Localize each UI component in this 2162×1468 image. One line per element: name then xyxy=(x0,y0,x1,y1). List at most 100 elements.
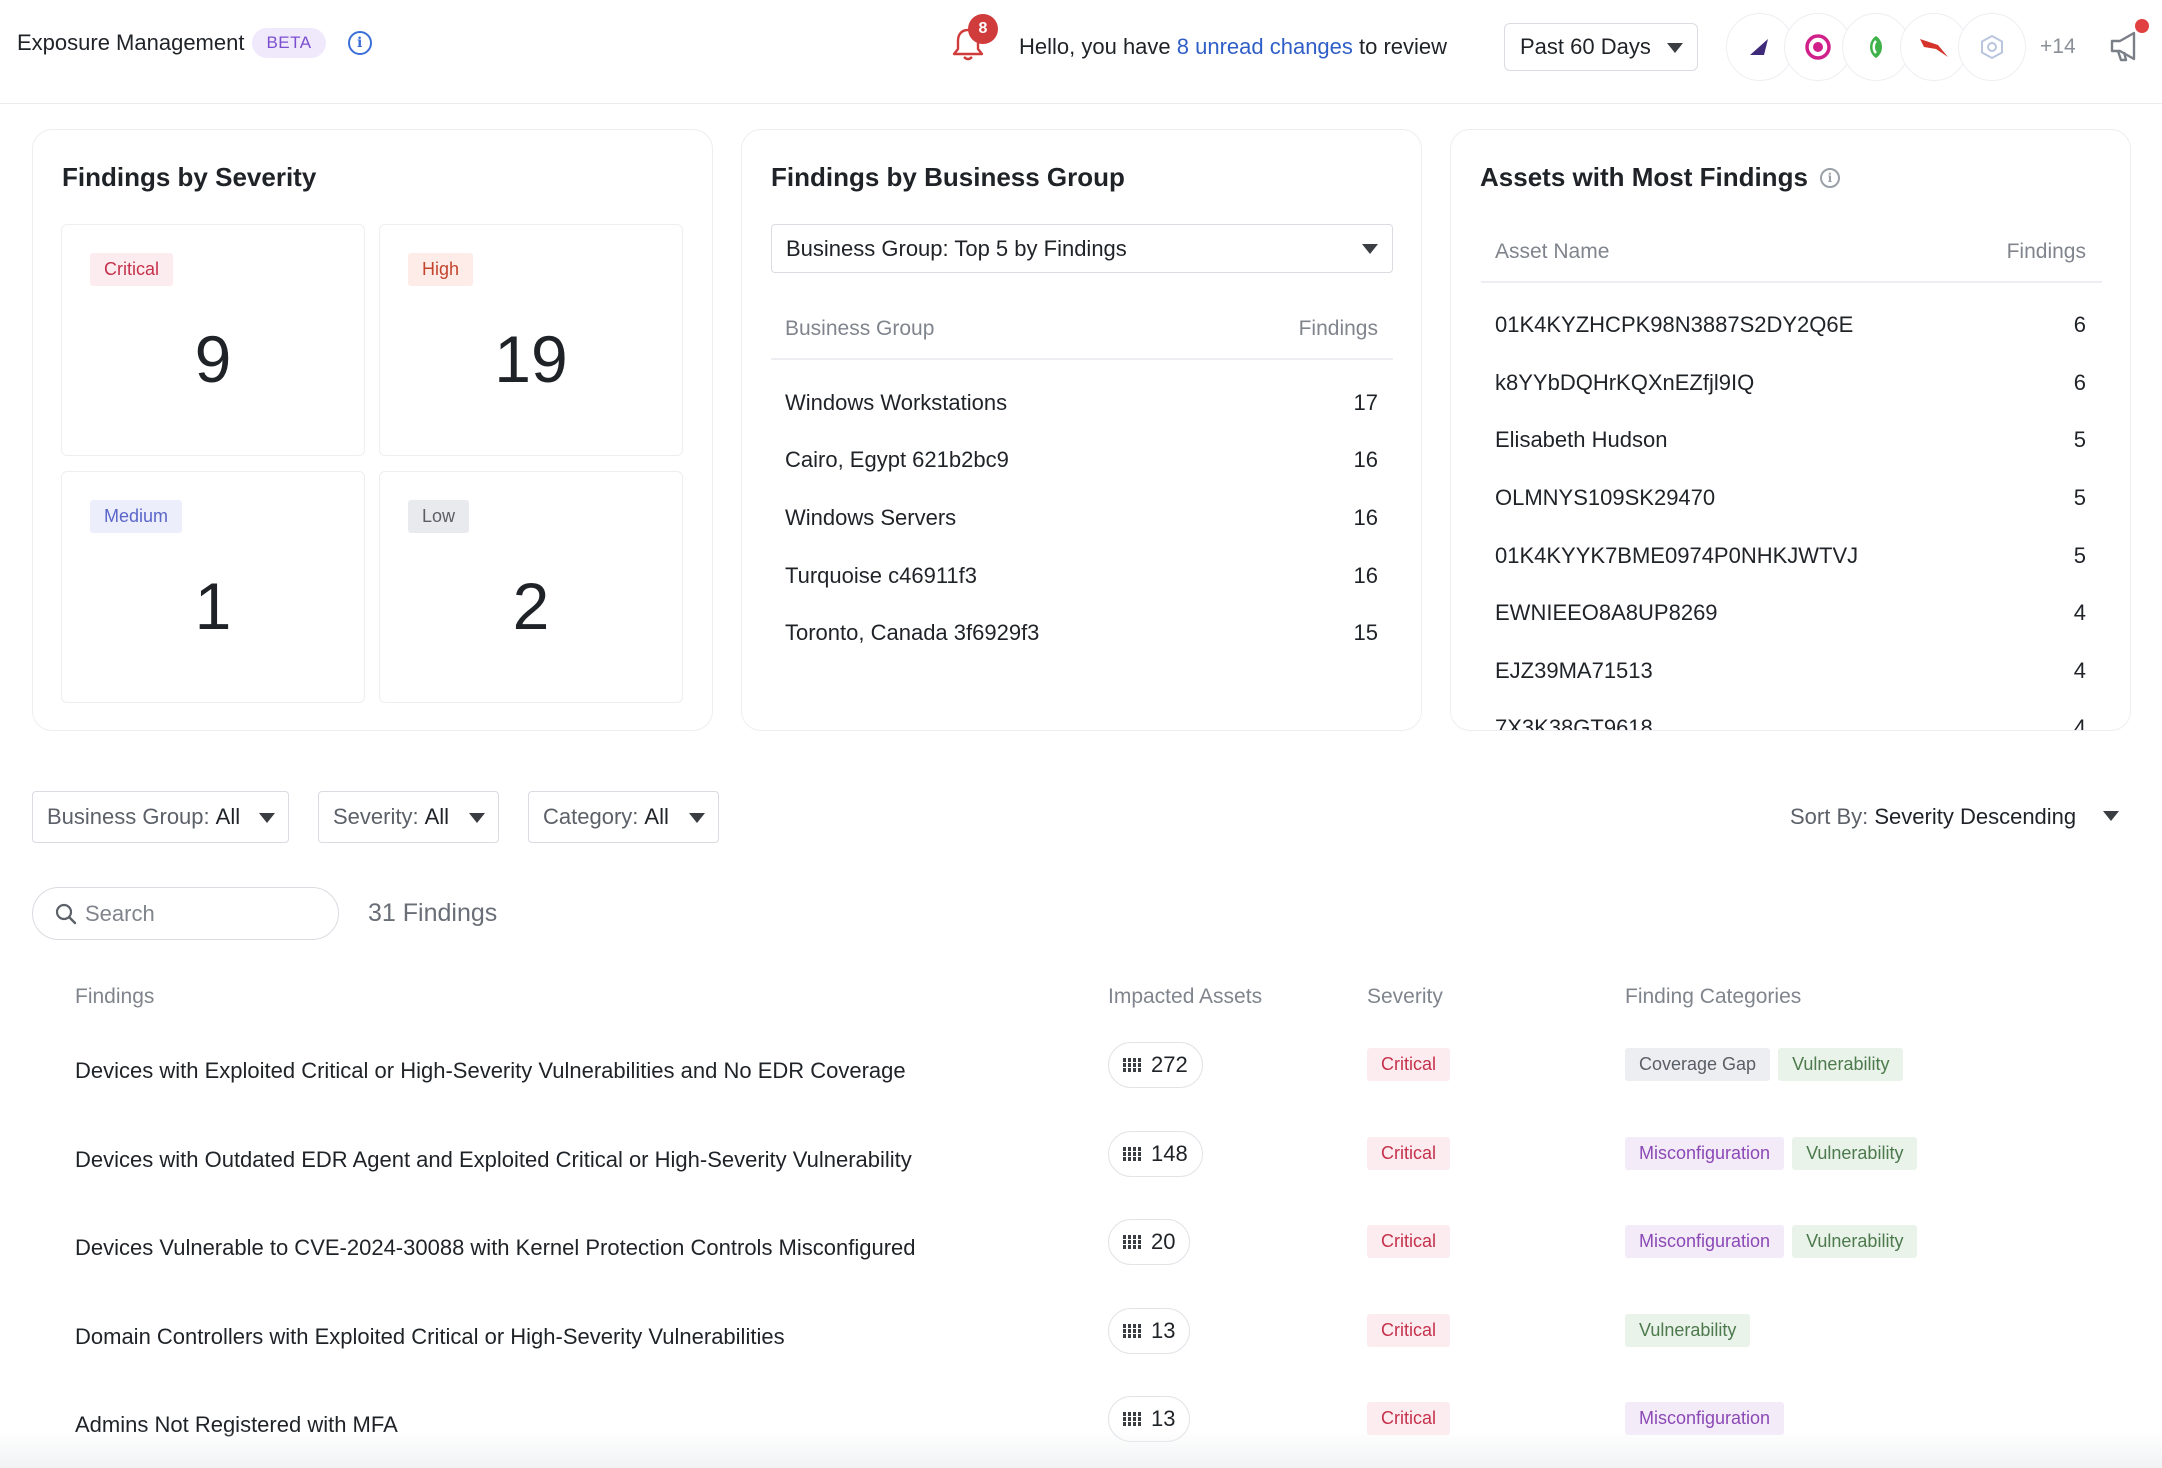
filter-key: Category: xyxy=(543,804,639,829)
table-row[interactable]: Devices with Exploited Critical or High-… xyxy=(0,1042,2162,1146)
category-badge: Misconfiguration xyxy=(1625,1402,1785,1435)
table-row[interactable]: Domain Controllers with Exploited Critic… xyxy=(0,1308,2162,1412)
greeting-suffix: to review xyxy=(1352,34,1448,59)
business-group-name[interactable]: Windows Workstations xyxy=(785,390,1008,415)
info-icon[interactable]: i xyxy=(1819,167,1840,188)
asset-name[interactable]: 01K4KYYK7BME0974P0NHKJWTVJ xyxy=(1495,543,1859,568)
divider xyxy=(771,358,1393,360)
category-badge: Misconfiguration xyxy=(1625,1225,1785,1258)
table-row[interactable]: Devices with Outdated EDR Agent and Expl… xyxy=(0,1131,2162,1235)
asset-count: 5 xyxy=(2073,543,2086,568)
business-group-count: 17 xyxy=(1353,390,1378,415)
finding-categories: Misconfiguration Vulnerability xyxy=(1625,1225,1918,1258)
brand: Exposure Management BETA i xyxy=(17,28,372,58)
severity-box-critical[interactable]: Critical 9 xyxy=(61,224,365,456)
asset-count: 4 xyxy=(2073,658,2086,683)
asset-name[interactable]: k8YYbDQHrKQXnEZfjl9IQ xyxy=(1495,370,1755,395)
category-filter[interactable]: Category: All xyxy=(528,791,719,843)
severity-tag-medium: Medium xyxy=(90,500,183,533)
asset-name[interactable]: 7X3K38GT9618 xyxy=(1495,715,1653,731)
sort-value: Severity Descending xyxy=(1874,804,2077,829)
impacted-assets-pill[interactable]: 20 xyxy=(1108,1219,1191,1265)
search-box[interactable] xyxy=(32,887,339,940)
category-badge: Vulnerability xyxy=(1792,1225,1918,1258)
chevron-down-icon xyxy=(2103,811,2119,821)
megaphone-icon[interactable] xyxy=(2108,28,2148,64)
grid-icon xyxy=(1123,1058,1141,1072)
business-group-name[interactable]: Toronto, Canada 3f6929f3 xyxy=(785,620,1040,645)
category-badge: Misconfiguration xyxy=(1625,1137,1785,1170)
col-header-business-group: Business Group xyxy=(785,317,935,340)
business-group-name[interactable]: Turquoise c46911f3 xyxy=(785,563,978,588)
finding-categories: Misconfiguration Vulnerability xyxy=(1625,1137,1918,1170)
asset-count: 5 xyxy=(2073,485,2086,510)
greeting-prefix: Hello, you have xyxy=(1019,34,1177,59)
col-header-finding-categories[interactable]: Finding Categories xyxy=(1625,985,1802,1008)
announcement-dot xyxy=(2135,19,2149,33)
business-group-count: 15 xyxy=(1353,620,1378,645)
card-title-business-group: Findings by Business Group xyxy=(771,162,1125,193)
severity-count-high: 19 xyxy=(494,322,568,396)
asset-name[interactable]: Elisabeth Hudson xyxy=(1495,427,1668,452)
col-header-severity[interactable]: Severity xyxy=(1367,985,1443,1008)
leaf-shield-icon[interactable] xyxy=(1842,13,1910,81)
business-group-name[interactable]: Windows Servers xyxy=(785,505,957,530)
more-integrations-count[interactable]: +14 xyxy=(2040,35,2076,58)
sort-by-select[interactable]: Sort By: Severity Descending xyxy=(1790,804,2119,830)
info-icon[interactable]: i xyxy=(347,31,372,55)
chevron-down-icon xyxy=(689,813,705,823)
severity-badge: Critical xyxy=(1367,1402,1451,1435)
asset-name[interactable]: OLMNYS109SK29470 xyxy=(1495,485,1716,510)
severity-badge: Critical xyxy=(1367,1225,1451,1258)
finding-name[interactable]: Devices with Exploited Critical or High-… xyxy=(75,1058,906,1083)
impacted-assets-count: 13 xyxy=(1151,1406,1176,1431)
grid-icon xyxy=(1123,1147,1141,1161)
bird-icon[interactable] xyxy=(1900,13,1968,81)
date-range-select[interactable]: Past 60 Days xyxy=(1504,23,1698,71)
impacted-assets-pill[interactable]: 13 xyxy=(1108,1308,1191,1354)
finding-name[interactable]: Domain Controllers with Exploited Critic… xyxy=(75,1324,785,1349)
impacted-assets-count: 272 xyxy=(1151,1052,1188,1077)
category-badge: Vulnerability xyxy=(1792,1137,1918,1170)
search-input[interactable] xyxy=(85,900,305,927)
severity-box-medium[interactable]: Medium 1 xyxy=(61,471,365,703)
asset-name[interactable]: EWNIEEO8A8UP8269 xyxy=(1495,600,1718,625)
impacted-assets-pill[interactable]: 272 xyxy=(1108,1042,1203,1088)
col-header-impacted-assets[interactable]: Impacted Assets xyxy=(1108,985,1263,1008)
severity-box-high[interactable]: High 19 xyxy=(379,224,683,456)
col-header-findings[interactable]: Findings xyxy=(75,985,155,1008)
search-icon xyxy=(55,903,77,924)
business-group-count: 16 xyxy=(1353,563,1378,588)
assets-card-title: Assets with Most Findings xyxy=(1480,162,1808,192)
business-group-select[interactable]: Business Group: Top 5 by Findings xyxy=(771,224,1393,273)
sort-key: Sort By: xyxy=(1790,804,1869,829)
chevron-down-icon xyxy=(469,813,485,823)
beta-badge: BETA xyxy=(252,28,326,58)
finding-categories: Misconfiguration xyxy=(1625,1402,1785,1435)
severity-box-low[interactable]: Low 2 xyxy=(379,471,683,703)
asset-name[interactable]: EJZ39MA71513 xyxy=(1495,658,1653,683)
severity-filter[interactable]: Severity: All xyxy=(318,791,499,843)
severity-badge: Critical xyxy=(1367,1048,1451,1081)
business-group-name[interactable]: Cairo, Egypt 621b2bc9 xyxy=(785,447,1009,472)
impacted-assets-count: 20 xyxy=(1151,1229,1176,1254)
filter-value: All xyxy=(644,804,669,829)
severity-tag-critical: Critical xyxy=(90,253,174,286)
unread-changes-link[interactable]: 8 unread changes xyxy=(1176,34,1353,59)
grid-icon xyxy=(1123,1412,1141,1426)
business-group-filter[interactable]: Business Group: All xyxy=(32,791,289,843)
table-row[interactable]: Devices Vulnerable to CVE-2024-30088 wit… xyxy=(0,1219,2162,1323)
hexagon-icon[interactable] xyxy=(1958,13,2026,81)
asset-name[interactable]: 01K4KYZHCPK98N3887S2DY2Q6E xyxy=(1495,312,1854,337)
finding-name[interactable]: Devices Vulnerable to CVE-2024-30088 wit… xyxy=(75,1235,916,1260)
findings-by-severity-card: Findings by Severity Critical 9 High 19 … xyxy=(32,129,713,731)
business-group-count: 16 xyxy=(1353,447,1378,472)
finding-categories: Coverage Gap Vulnerability xyxy=(1625,1048,1904,1081)
severity-count-low: 2 xyxy=(512,569,550,643)
finding-name[interactable]: Devices with Outdated EDR Agent and Expl… xyxy=(75,1147,912,1172)
top-bar: Exposure Management BETA i 8 Hello, you … xyxy=(0,0,2162,104)
impacted-assets-pill[interactable]: 148 xyxy=(1108,1131,1203,1177)
scroll-fade xyxy=(0,1430,2162,1468)
findings-by-business-group-card: Findings by Business Group Business Grou… xyxy=(741,129,1422,731)
chevron-down-icon xyxy=(1362,244,1378,254)
